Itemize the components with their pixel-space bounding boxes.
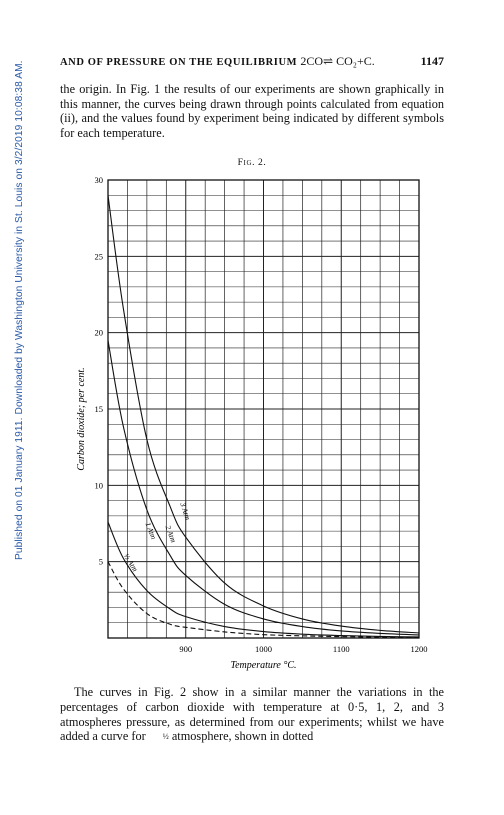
curve-label: 2 Atm bbox=[164, 524, 179, 544]
paragraph-2-text: The curves in Fig. 2 show in a similar m… bbox=[60, 685, 444, 744]
running-header: AND OF PRESSURE ON THE EQUILIBRIUM 2CO⇌ … bbox=[60, 54, 444, 69]
x-tick-label: 1200 bbox=[411, 644, 428, 654]
x-axis-label: Temperature °C. bbox=[230, 660, 296, 671]
fraction-half: ½ bbox=[162, 732, 169, 742]
download-watermark: Published on 01 January 1911. Downloaded… bbox=[2, 40, 25, 560]
series-line-4 bbox=[107, 195, 420, 634]
x-tick-label: 900 bbox=[179, 644, 192, 654]
header-title: AND OF PRESSURE ON THE EQUILIBRIUM 2CO⇌ … bbox=[60, 54, 375, 69]
curve-label: 3 Atm bbox=[178, 501, 192, 522]
y-axis-label: Carbon dioxide; per cent. bbox=[76, 367, 87, 470]
series-line-2 bbox=[107, 521, 420, 638]
y-tick-label: 20 bbox=[95, 328, 104, 338]
y-tick-label: 10 bbox=[95, 480, 104, 490]
page-number: 1147 bbox=[420, 54, 444, 68]
y-tick-label: 30 bbox=[95, 175, 104, 185]
series-line-3 bbox=[107, 340, 420, 636]
y-tick-label: 5 bbox=[99, 557, 103, 567]
paragraph-2: The curves in Fig. 2 show in a similar m… bbox=[60, 685, 444, 744]
y-tick-label: 25 bbox=[95, 251, 104, 261]
y-tick-label: 15 bbox=[95, 404, 104, 414]
header-title-text: AND OF PRESSURE ON THE EQUILIBRIUM bbox=[60, 57, 298, 68]
x-tick-label: 1000 bbox=[255, 644, 272, 654]
carbon-dioxide-chart: 5 10 15 20 25 30 900 1000 1100 1200 Temperature °C… bbox=[76, 175, 428, 671]
watermark-text: Published on 01 January 1911. Downloaded… bbox=[14, 60, 25, 560]
x-tick-label: 1100 bbox=[333, 644, 350, 654]
curve-label: ½ Atm bbox=[122, 552, 140, 574]
header-equation: 2CO⇌ CO₂+C. bbox=[300, 54, 375, 68]
paragraph-1: the origin. In Fig. 1 the results of our… bbox=[60, 82, 444, 140]
series-line-1 bbox=[107, 561, 420, 638]
plot-frame bbox=[107, 179, 420, 639]
figure-label: Fig. 2. bbox=[237, 158, 267, 168]
paragraph-2-tail: atmosphere, shown in dotted bbox=[168, 729, 314, 744]
